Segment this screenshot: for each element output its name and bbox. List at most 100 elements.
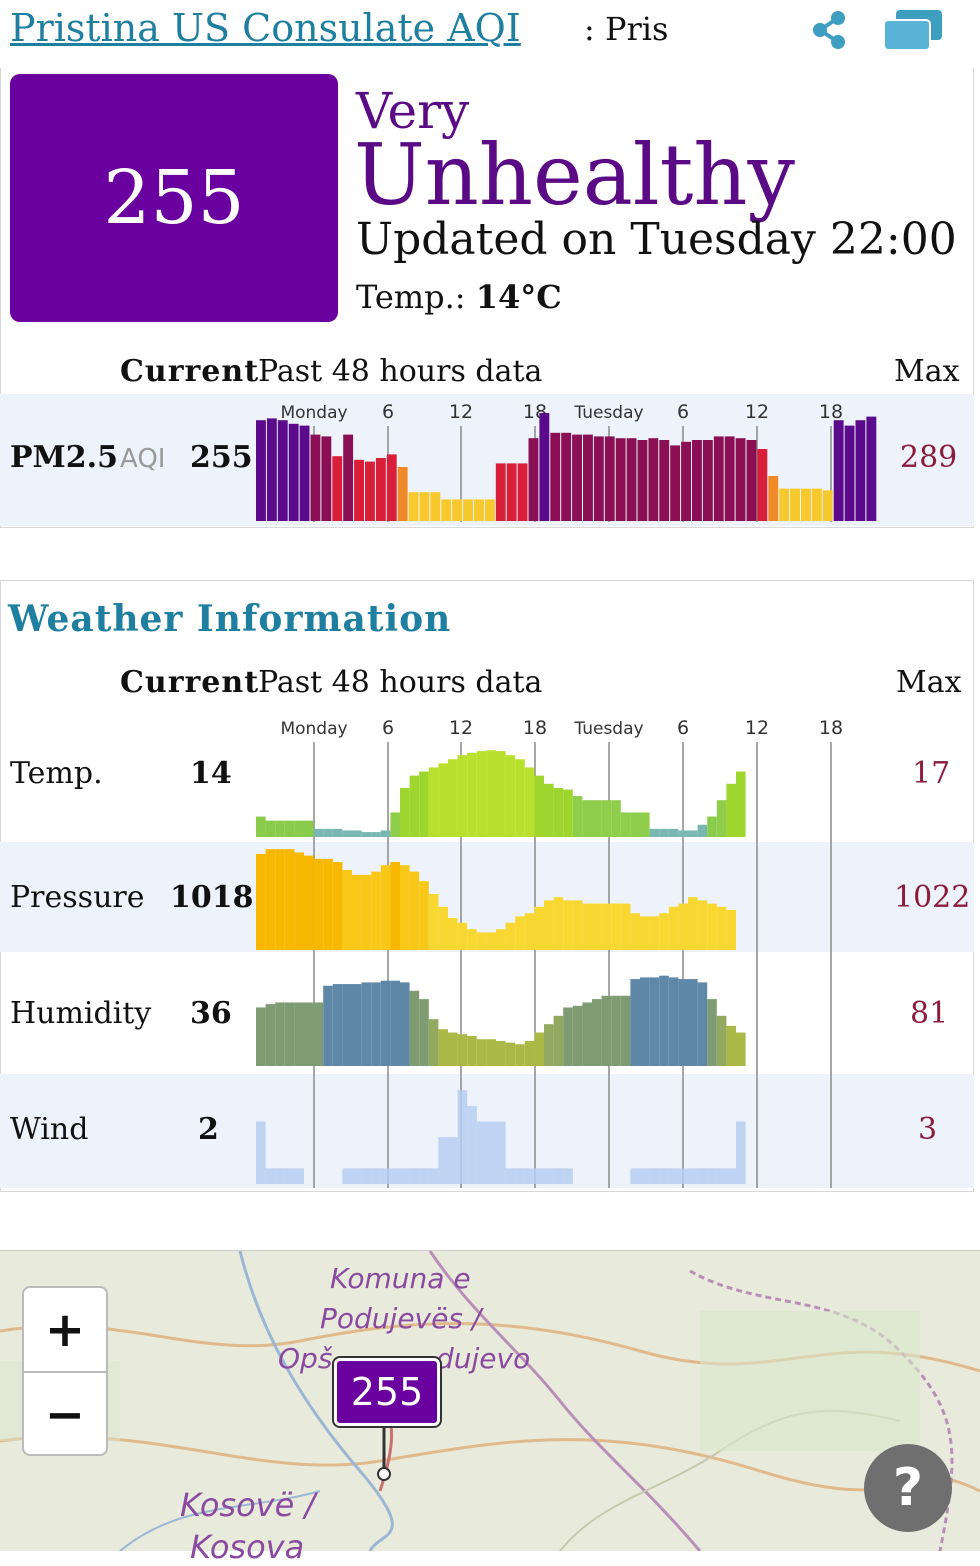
humidity-bar: [505, 1042, 516, 1066]
multi-window-icon[interactable]: [882, 8, 944, 54]
pm25-bar: [702, 440, 713, 521]
pm25-bar: [724, 436, 735, 521]
pressure-bar: [342, 870, 352, 950]
pm25-bar: [790, 488, 800, 521]
pm25-bar: [441, 499, 452, 521]
map-view[interactable]: [0, 1250, 980, 1551]
pressure-row-label: Pressure: [10, 880, 145, 915]
weather-tick-label: Monday: [280, 719, 347, 739]
aqi-level-qualifier: Very: [356, 82, 470, 140]
temp-bar: [553, 787, 564, 837]
weather-tick-label: 18: [819, 717, 843, 739]
pm25-tick-label: Monday: [280, 403, 347, 423]
wind-bar: [553, 1168, 564, 1184]
zoom-out-button[interactable]: −: [44, 1386, 86, 1443]
humidity-bar: [726, 1025, 736, 1066]
pressure-bar: [275, 849, 285, 950]
humidity-bar: [736, 1032, 746, 1066]
pressure-bar: [352, 874, 362, 950]
pm25-bar: [550, 432, 561, 521]
pm25-bar: [539, 413, 550, 521]
temp-bar: [659, 828, 669, 837]
map-label-kosove: Kosovë /: [180, 1486, 316, 1524]
humidity-bar: [544, 1024, 554, 1066]
wind-bar: [275, 1168, 285, 1184]
map-marker-pin: [377, 1418, 391, 1481]
humidity-bar: [342, 984, 352, 1066]
pm25-current-value: 255: [190, 440, 253, 475]
humidity-bar: [409, 990, 420, 1066]
humidity-bar: [697, 982, 708, 1066]
temp-bar: [304, 820, 314, 837]
pm25-bar: [365, 461, 375, 521]
pressure-bar: [265, 849, 276, 950]
pressure-bar: [553, 897, 564, 950]
humidity-bar: [496, 1040, 506, 1066]
pm25-bar: [713, 436, 724, 521]
pressure-bar: [361, 874, 372, 950]
pm25-bar: [484, 499, 495, 521]
temp-bar: [332, 828, 343, 837]
pm25-bar: [583, 434, 593, 521]
pressure-bar: [668, 906, 679, 950]
pm25-bar: [648, 438, 659, 521]
temp-row-max: 17: [912, 756, 951, 791]
temp-bar: [678, 830, 688, 837]
humidity-bar: [534, 1032, 544, 1066]
help-button[interactable]: ?: [864, 1444, 952, 1532]
humidity-bar: [611, 995, 621, 1066]
map-station-marker[interactable]: 255: [332, 1356, 442, 1428]
updated-time: Updated on Tuesday 22:00: [356, 214, 957, 265]
temp-bar: [352, 830, 362, 837]
temp-bar: [448, 759, 458, 837]
share-icon[interactable]: [808, 8, 852, 52]
humidity-bar: [707, 999, 717, 1066]
temp-bar: [496, 751, 506, 837]
humidity-bar: [332, 984, 343, 1066]
pressure-bar: [438, 906, 448, 950]
pm25-bar: [517, 463, 528, 521]
pm25-bar: [572, 434, 582, 521]
humidity-bar: [649, 977, 660, 1066]
humidity-bar: [476, 1039, 487, 1066]
temp-bar: [620, 812, 631, 837]
zoom-in-button[interactable]: +: [24, 1288, 106, 1373]
temp-bar: [419, 771, 429, 837]
wind-bar: [371, 1168, 381, 1184]
pressure-bar: [640, 916, 650, 950]
pressure-bar: [592, 903, 602, 950]
pm25-bar: [430, 492, 441, 521]
wind-bar: [294, 1168, 304, 1184]
pressure-bar: [419, 881, 429, 950]
pm25-tick-label: 6: [677, 401, 689, 423]
pressure-bar: [659, 913, 669, 950]
pm25-bar: [866, 416, 877, 521]
humidity-row-current: 36: [190, 996, 232, 1031]
pm25-tick-label: 12: [745, 401, 769, 423]
max-column-header: Max: [894, 354, 960, 389]
pressure-bar: [284, 849, 295, 950]
temp-bar: [486, 750, 496, 837]
temp-bar: [380, 830, 391, 837]
wind-bar: [697, 1168, 708, 1184]
station-title-link[interactable]: Pristina US Consulate AQI: [10, 6, 521, 50]
pm25-max-value: 289: [900, 440, 958, 475]
map-label-komuna: Komuna e: [330, 1262, 471, 1295]
temp-bar: [428, 767, 439, 837]
humidity-bar: [361, 982, 372, 1066]
map-label-podujeves: Podujevës /: [320, 1302, 482, 1335]
humidity-bar: [419, 999, 429, 1066]
pm25-bar: [855, 420, 866, 521]
aqi-unit-label: AQI: [120, 444, 166, 474]
humidity-row-label: Humidity: [10, 996, 152, 1031]
humidity-row-max: 81: [910, 996, 949, 1031]
temp-bar: [649, 828, 660, 837]
wind-bar: [256, 1121, 266, 1184]
humidity-bar: [265, 1004, 276, 1066]
pressure-bar: [515, 916, 525, 950]
temp-bar: [361, 832, 372, 837]
pm25-bar: [561, 432, 572, 521]
wind-bar: [352, 1168, 362, 1184]
temp-value: 14°C: [475, 278, 562, 316]
temp-bar: [265, 820, 276, 837]
